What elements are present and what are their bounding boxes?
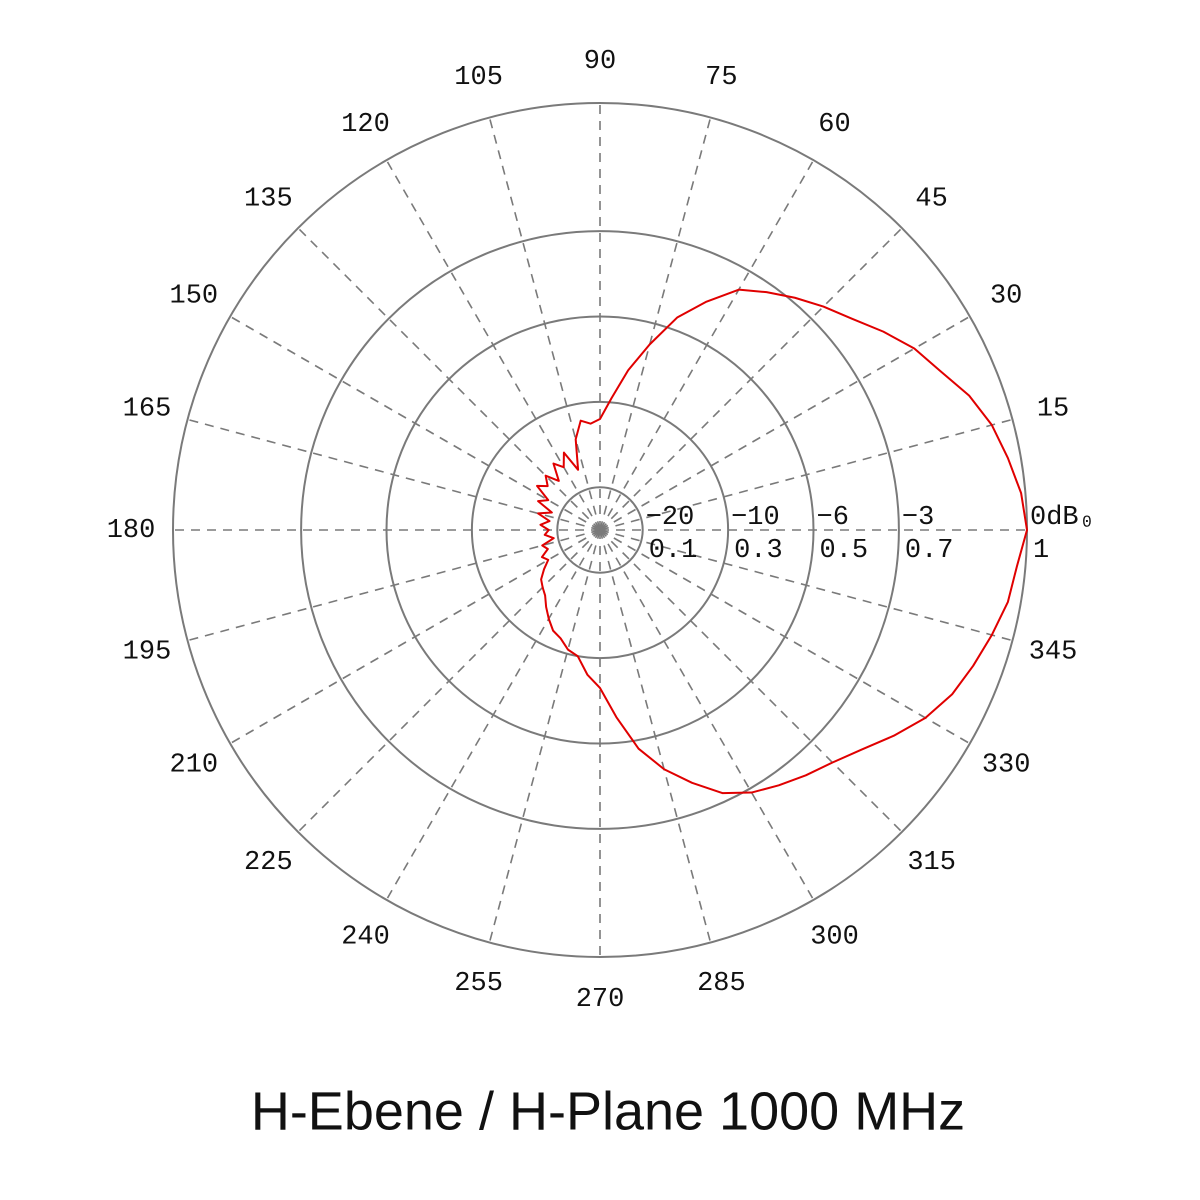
- theta-tick-label: 90: [584, 47, 616, 77]
- theta-tick-label: 180: [107, 516, 156, 546]
- chart-title: H-Ebene / H-Plane 1000 MHz: [251, 1081, 965, 1141]
- grid: [172, 102, 1028, 958]
- theta-tick-label: 105: [454, 63, 503, 93]
- db-tick-label: 0dB₀: [1030, 503, 1095, 533]
- spoke: [599, 315, 971, 531]
- r-tick-label: 0.1: [649, 536, 698, 566]
- spoke: [488, 117, 601, 531]
- theta-tick-label: 315: [907, 848, 956, 878]
- theta-tick-label: 300: [810, 922, 859, 952]
- theta-tick-label: 225: [244, 848, 293, 878]
- theta-tick-label: 150: [170, 282, 219, 312]
- spoke: [297, 227, 601, 531]
- spoke: [599, 529, 1013, 642]
- spoke: [599, 159, 815, 531]
- spoke: [385, 529, 601, 901]
- theta-tick-label: 270: [576, 985, 625, 1015]
- db-tick-label: −20: [646, 503, 695, 533]
- spoke: [229, 529, 601, 745]
- spoke: [599, 529, 903, 833]
- theta-tick-label: 15: [1037, 395, 1069, 425]
- spoke: [599, 418, 1013, 531]
- spoke: [229, 315, 601, 531]
- r-tick-label: 0.3: [734, 536, 783, 566]
- spoke: [599, 529, 971, 745]
- theta-tick-label: 120: [341, 110, 390, 140]
- theta-tick-label: 30: [990, 282, 1022, 312]
- theta-tick-label: 210: [170, 751, 219, 781]
- spoke: [599, 227, 903, 531]
- theta-tick-label: 60: [818, 110, 850, 140]
- trace: [536, 288, 1028, 795]
- theta-tick-label: 240: [341, 922, 390, 952]
- theta-tick-label: 165: [123, 395, 172, 425]
- theta-tick-label: 75: [705, 63, 737, 93]
- db-tick-label: −10: [731, 503, 780, 533]
- r-tick-label: 0.7: [905, 536, 954, 566]
- db-tick-label: −6: [817, 503, 849, 533]
- r-tick-label: 1: [1033, 536, 1049, 566]
- theta-tick-label: 195: [123, 638, 172, 668]
- theta-tick-label: 135: [244, 184, 293, 214]
- theta-tick-label: 285: [697, 969, 746, 999]
- r-tick-label: 0.5: [820, 536, 869, 566]
- spoke: [385, 159, 601, 531]
- theta-tick-label: 45: [915, 184, 947, 214]
- spoke: [187, 529, 601, 642]
- theta-tick-label: 255: [454, 969, 503, 999]
- spoke: [599, 529, 815, 901]
- spoke: [488, 529, 601, 943]
- theta-tick-label: 345: [1029, 638, 1078, 668]
- db-tick-label: −3: [902, 503, 934, 533]
- ring: [300, 230, 900, 830]
- spoke: [187, 418, 601, 531]
- spoke: [599, 117, 712, 531]
- spoke: [599, 529, 712, 943]
- pattern-line: [536, 288, 1028, 795]
- theta-tick-label: 330: [982, 751, 1031, 781]
- spoke: [297, 529, 601, 833]
- ring: [556, 486, 644, 574]
